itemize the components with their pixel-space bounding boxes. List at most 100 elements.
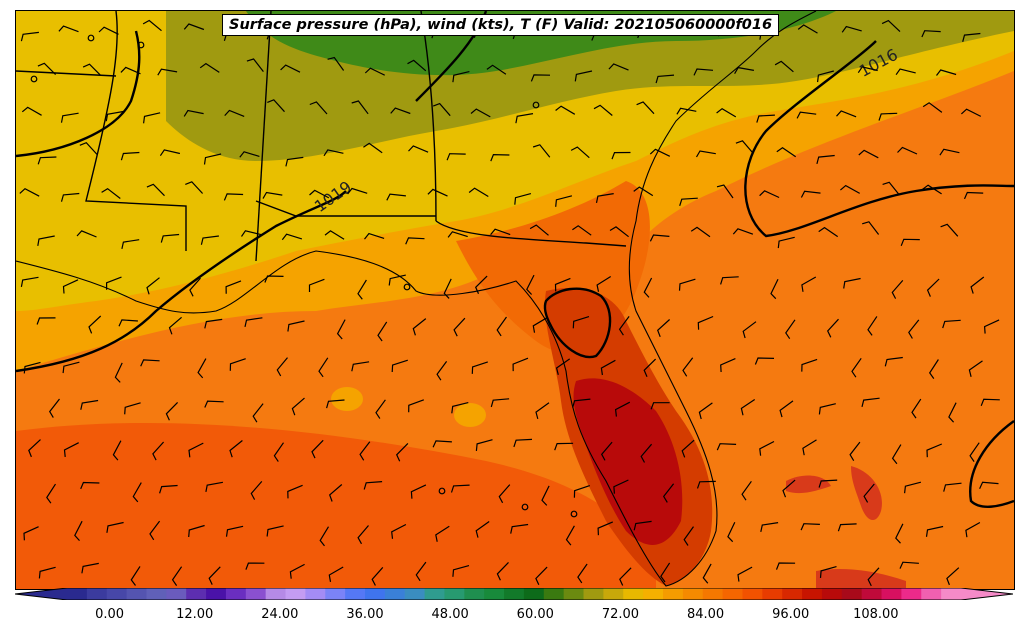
wind-barb (679, 197, 698, 206)
wind-barb (285, 156, 304, 167)
wind-barb (371, 567, 384, 586)
wind-barb (572, 398, 591, 408)
wind-barb (572, 316, 590, 329)
wind-barb (359, 441, 371, 461)
wind-barb (203, 153, 222, 165)
wind-barb (188, 524, 205, 538)
southern-gulf-warm-band (16, 422, 656, 589)
wind-barb (46, 483, 57, 504)
wind-barb (309, 101, 328, 115)
colorbar-segment (702, 588, 724, 600)
colorbar-segment (881, 588, 902, 600)
wind-barb (76, 230, 97, 238)
colorbar-segment (802, 588, 823, 600)
wind-barb (490, 153, 510, 162)
wind-barb (267, 99, 285, 113)
colorbar-segment (563, 588, 585, 600)
wind-barb (62, 279, 79, 294)
wind-barb (897, 146, 918, 155)
wind-barb (609, 226, 629, 238)
wind-barb (364, 232, 385, 240)
wind-barb (801, 276, 817, 292)
wind-barb (574, 70, 593, 82)
wind-barb (436, 361, 448, 381)
wind-barb (363, 481, 383, 490)
wind-barb (940, 223, 959, 237)
wind-barb (535, 566, 548, 586)
wind-barb (112, 440, 122, 461)
wind-barb (800, 190, 821, 198)
wind-barb (415, 561, 427, 582)
wind-barb (446, 153, 466, 161)
colorbar-segment (484, 588, 505, 600)
wind-barb (311, 439, 324, 459)
colorbar-segment (643, 588, 664, 600)
wind-barb (843, 277, 861, 289)
wind-barb (347, 187, 368, 195)
wind-barb (183, 23, 205, 31)
wind-barb (36, 317, 56, 325)
wind-barb (188, 442, 204, 458)
colorbar-segment (126, 588, 148, 600)
colorbar-tick-label: 72.00 (601, 607, 640, 622)
wind-barb (881, 19, 901, 33)
wind-barb (435, 525, 450, 542)
bahamas-islands (786, 466, 882, 521)
wind-barb (498, 484, 511, 504)
wind-barb (120, 66, 141, 75)
wind-barb (554, 442, 574, 451)
wind-barb (649, 234, 670, 242)
wind-barb (357, 525, 369, 545)
wind-barb (837, 523, 857, 532)
wind-barb (357, 279, 367, 300)
wind-barb (266, 525, 284, 537)
wind-barb (328, 484, 343, 502)
wind-barb (224, 109, 245, 117)
wind-barb (451, 402, 469, 414)
wind-barb (405, 237, 425, 245)
wind-barb (60, 112, 79, 123)
wind-barb (817, 70, 834, 83)
wind-barb (782, 479, 796, 498)
colorbar-segment (941, 588, 962, 600)
wind-barb (512, 357, 529, 372)
wind-barb (185, 181, 204, 194)
wind-barb (716, 107, 737, 118)
wind-barb (818, 226, 839, 238)
wind-barb (643, 277, 653, 298)
colorbar-tick-label: 84.00 (686, 607, 725, 622)
colorbar-tick-label: 24.00 (261, 607, 299, 622)
wind-barb (597, 521, 614, 536)
wind-barb (895, 68, 916, 76)
wind-barb (702, 563, 712, 584)
colorbar-segment (325, 588, 346, 600)
wind-barb (262, 191, 283, 199)
wind-barb (596, 275, 612, 292)
wind-barb (643, 358, 657, 377)
wind-barb (318, 357, 329, 378)
wind-barb (48, 398, 60, 418)
map-panel: 1019 1016 (15, 10, 1015, 590)
wind-barb (775, 562, 796, 570)
calm-wind-circle (30, 75, 38, 83)
wind-barb (37, 156, 57, 165)
wind-barb (19, 187, 40, 197)
colorbar-tick-label: 108.00 (853, 607, 899, 622)
wind-barb (660, 562, 671, 583)
wind-barb (199, 62, 220, 73)
colorbar-segment (225, 588, 247, 600)
wind-barb (770, 278, 779, 300)
wind-barb (600, 359, 616, 376)
wind-barb (225, 280, 242, 294)
wind-barb (555, 358, 571, 375)
wind-barb (640, 443, 653, 463)
wind-barb (608, 63, 629, 71)
calm-wind-circle (403, 283, 411, 291)
florida-peninsula-core (573, 378, 683, 545)
wind-barb (146, 277, 160, 295)
wind-barb (388, 274, 406, 286)
colorbar-tick-label: 0.00 (95, 607, 125, 622)
wind-barb (697, 315, 714, 330)
map-title: Surface pressure (hPa), wind (kts), T (F… (222, 14, 780, 36)
calm-wind-circle (87, 34, 95, 42)
